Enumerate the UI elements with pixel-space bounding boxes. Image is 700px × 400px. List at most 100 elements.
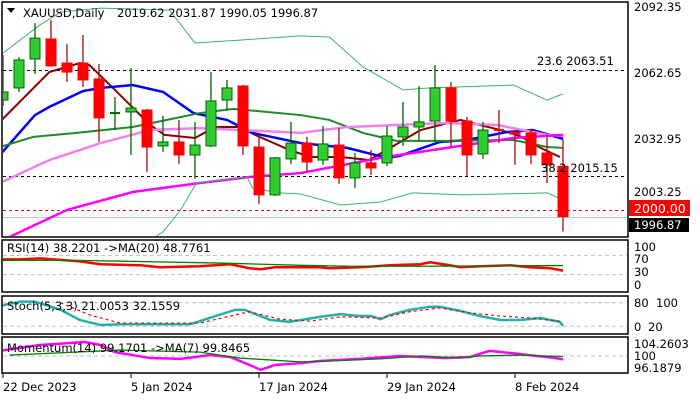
ma_violet-line xyxy=(3,121,564,183)
candle-body xyxy=(45,38,57,67)
momentum-ma-7--line xyxy=(9,349,564,363)
candle xyxy=(93,63,105,142)
candle xyxy=(157,115,169,152)
stochastic-signal-line xyxy=(60,302,564,324)
candle xyxy=(541,134,553,183)
rsi-tick: 100 xyxy=(634,240,656,254)
candle-body xyxy=(189,144,201,156)
candle-body xyxy=(525,132,537,156)
candle xyxy=(349,152,361,189)
rsi-tick: 30 xyxy=(634,265,649,279)
candle xyxy=(29,23,41,75)
candle-body xyxy=(413,121,425,128)
triangle-down-icon[interactable] xyxy=(7,8,15,13)
candle-body xyxy=(381,135,393,164)
candle xyxy=(13,57,25,92)
candle-body xyxy=(93,78,105,119)
candle xyxy=(45,20,57,67)
candle-body xyxy=(541,152,553,166)
main-panel-frame xyxy=(1,1,629,238)
momentum-tick: 100 xyxy=(634,349,656,363)
momentum-plot xyxy=(3,340,627,372)
candle-body xyxy=(317,143,329,161)
candle-body xyxy=(173,141,185,156)
date-label: 8 Feb 2024 xyxy=(515,380,579,394)
rsi-ma-20--line xyxy=(3,259,564,267)
candle xyxy=(253,134,265,204)
candle-body xyxy=(333,144,345,179)
candle-body xyxy=(61,62,73,73)
stoch-tick: 0 xyxy=(634,320,641,334)
current-price-box xyxy=(629,218,689,232)
candle xyxy=(381,125,393,167)
date-label: 29 Jan 2024 xyxy=(387,380,456,394)
candle xyxy=(461,117,473,176)
date-axis: 22 Dec 2023 5 Jan 2024 17 Jan 2024 29 Jan 2… xyxy=(2,373,579,394)
date-label: 17 Jan 2024 xyxy=(259,380,328,394)
candle-body xyxy=(269,157,281,196)
candle xyxy=(317,125,329,165)
bollinger_upper-line xyxy=(3,7,564,101)
candle xyxy=(494,109,504,144)
candle-body xyxy=(461,120,473,156)
candle xyxy=(221,79,233,110)
candle-body xyxy=(429,87,441,122)
candle-body xyxy=(445,87,457,122)
momentum-momentum-14--line xyxy=(3,340,564,372)
candle xyxy=(285,121,297,165)
candle-body xyxy=(221,87,233,101)
candle-body xyxy=(205,100,217,147)
candle-body xyxy=(125,107,137,113)
candle xyxy=(141,109,153,172)
candle-body xyxy=(301,142,313,163)
stoch-tick: 100 xyxy=(656,296,678,310)
candle-body xyxy=(141,109,153,148)
candle xyxy=(413,85,425,141)
candle xyxy=(333,127,345,184)
candle xyxy=(397,102,409,146)
rsi-tick: 70 xyxy=(634,252,649,266)
stoch-tick: 20 xyxy=(648,320,663,334)
candle-body xyxy=(477,129,489,155)
candle xyxy=(477,121,489,159)
date-label: 5 Jan 2024 xyxy=(131,380,193,394)
stoch-title: Stoch(5,3,3) 21.0053 32.1559 xyxy=(7,299,180,313)
candle-body xyxy=(29,37,41,60)
candle-body xyxy=(3,91,9,101)
price-tick: 2003.25 xyxy=(634,185,682,199)
candle xyxy=(509,130,521,165)
candle xyxy=(525,128,537,165)
bollinger_lower-line xyxy=(155,176,564,236)
momentum-tick: 104.2603 xyxy=(634,337,689,351)
candle-body xyxy=(349,162,361,179)
candle-body xyxy=(509,131,521,135)
candle xyxy=(237,85,249,155)
candle-body xyxy=(365,162,377,169)
rsi-panel-frame xyxy=(1,239,629,293)
candle-body xyxy=(285,142,297,160)
stoch-plot xyxy=(3,300,627,327)
candle-body xyxy=(557,165,569,218)
candle-body xyxy=(13,59,25,89)
candle xyxy=(445,81,457,148)
price-tick: 2092.35 xyxy=(634,0,682,14)
rsi-tick: 0 xyxy=(634,278,641,292)
fib-label-23-6: 23.6 2063.51 xyxy=(537,54,614,68)
stoch-tick: 80 xyxy=(634,296,649,310)
price-tick: 2062.65 xyxy=(634,66,682,80)
candle xyxy=(3,55,9,107)
candle xyxy=(125,68,137,155)
candle xyxy=(365,149,377,176)
momentum-title: Momentum(14) 99.1701 ->MA(7) 99.8465 xyxy=(7,341,250,355)
candle-body xyxy=(237,85,249,147)
price-tick: 2032.95 xyxy=(634,132,682,146)
date-label: 22 Dec 2023 xyxy=(3,380,76,394)
candle xyxy=(61,44,73,82)
alert-price-label: 2000.00 xyxy=(634,201,686,216)
indicator-overlays xyxy=(3,7,564,236)
candle xyxy=(301,136,313,172)
alert-price-box xyxy=(629,200,690,216)
symbol-label: XAUUSD,Daily xyxy=(23,6,105,20)
candles xyxy=(3,20,569,232)
